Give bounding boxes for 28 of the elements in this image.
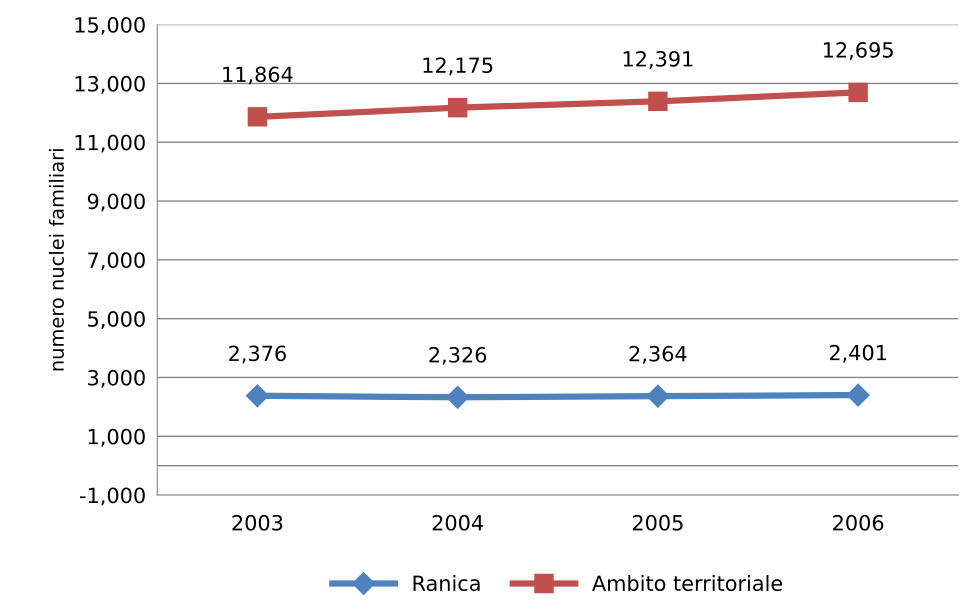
legend-label: Ambito territoriale: [592, 574, 782, 592]
y-tick-label: 5,000: [88, 311, 145, 329]
data-label: 11,864: [223, 66, 293, 84]
point: [448, 98, 468, 118]
point: [648, 92, 668, 112]
y-tick-label: 11,000: [76, 134, 145, 153]
data-label: 2,364: [630, 346, 687, 364]
data-label: 2,326: [429, 346, 486, 365]
data-label: 12,175: [423, 57, 492, 76]
data-label: 12,391: [624, 50, 692, 69]
data-label: 2,376: [229, 345, 286, 364]
data-label: 12,695: [824, 42, 893, 60]
legend-label: Ranica: [414, 574, 480, 592]
y-tick-label: 13,000: [76, 76, 145, 94]
x-tick-label: 2004: [432, 514, 483, 531]
point: [848, 82, 868, 102]
y-tick-label: 15,000: [76, 17, 145, 35]
y-tick-label: 1,000: [88, 428, 145, 447]
y-tick-label: 7,000: [88, 252, 145, 270]
x-tick-label: 2003: [232, 514, 282, 531]
y-tick-label: -1,000: [80, 488, 145, 506]
point: [248, 107, 268, 127]
x-tick-label: 2005: [632, 514, 683, 531]
y-axis-title: numero nuclei familiari: [48, 149, 64, 370]
x-tick-label: 2006: [833, 514, 884, 531]
data-label: 2,401: [830, 344, 886, 363]
y-tick-label: 3,000: [88, 370, 145, 388]
y-tick-label: 9,000: [88, 193, 145, 212]
